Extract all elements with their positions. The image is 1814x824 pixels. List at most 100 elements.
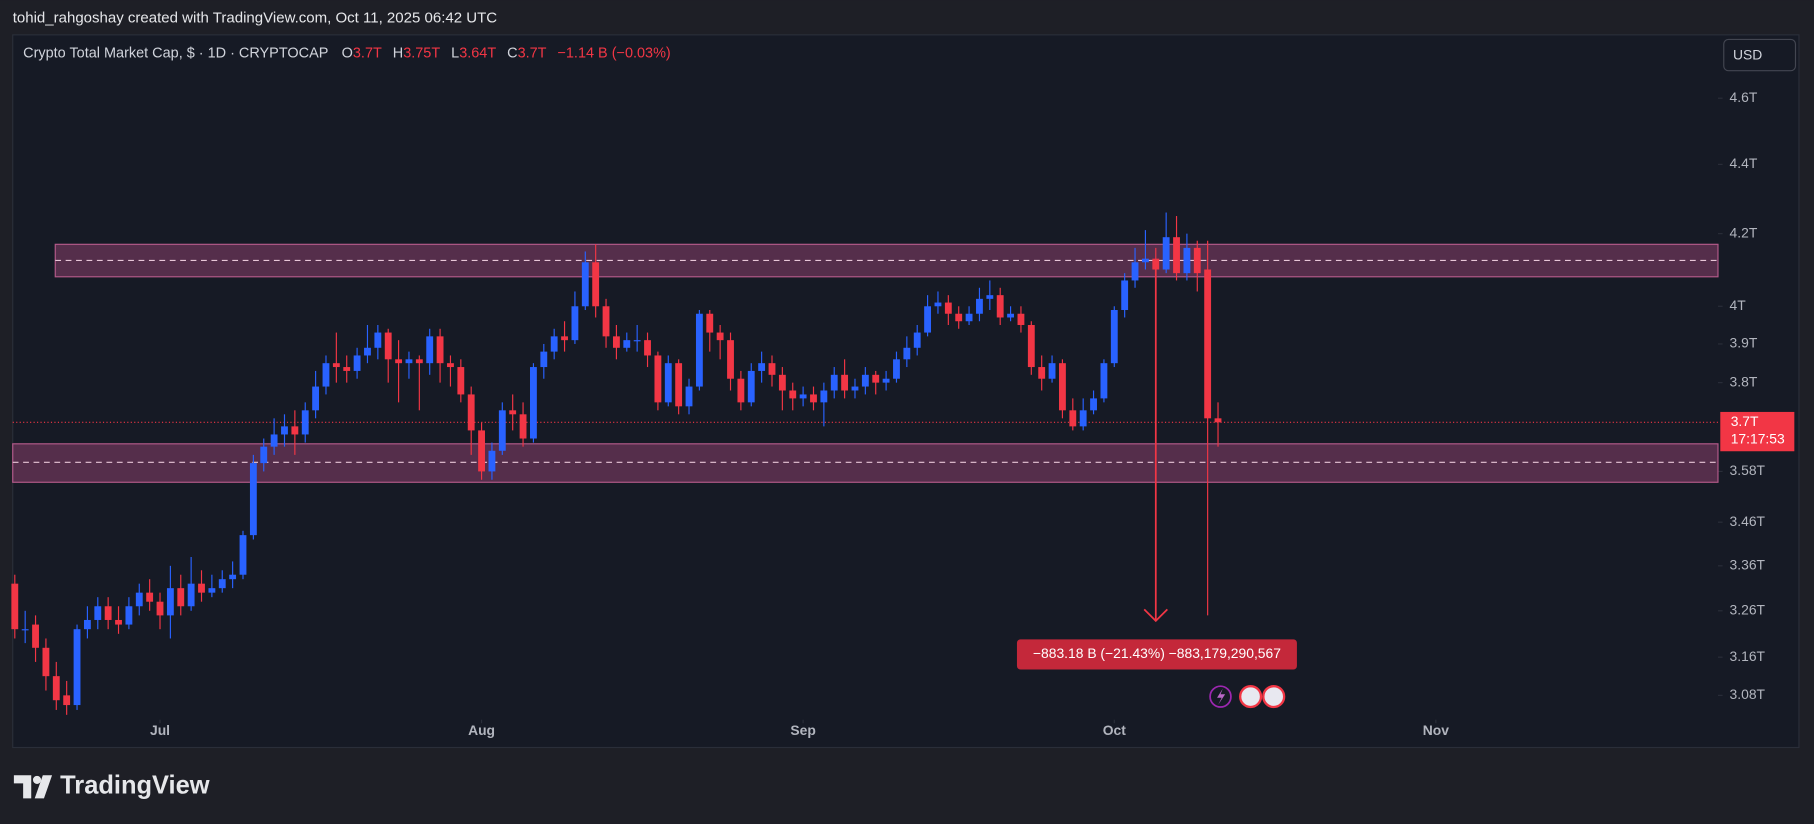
candle-body bbox=[654, 355, 662, 403]
candle-body bbox=[384, 332, 392, 360]
candle-body bbox=[405, 359, 413, 364]
candle-body bbox=[239, 535, 247, 575]
candle-body bbox=[187, 583, 195, 607]
logo-mark bbox=[13, 775, 32, 799]
candle-body bbox=[332, 363, 340, 368]
legend-key: H bbox=[393, 45, 403, 61]
currency-button[interactable] bbox=[1723, 38, 1797, 72]
y-tick-label: 3.36T bbox=[1730, 557, 1766, 573]
candle-body bbox=[841, 374, 849, 391]
candle-body bbox=[83, 619, 91, 630]
candle-body bbox=[270, 434, 278, 447]
candle-body bbox=[768, 363, 776, 375]
candle-body bbox=[716, 332, 724, 341]
candle-body bbox=[125, 606, 133, 625]
candle-body bbox=[395, 359, 403, 364]
y-tick-label: 4.6T bbox=[1730, 89, 1758, 105]
event-icon[interactable] bbox=[1262, 685, 1286, 709]
candle-body bbox=[955, 313, 963, 322]
candle-body bbox=[851, 386, 859, 391]
candle-body bbox=[322, 363, 330, 387]
candle-body bbox=[1079, 410, 1087, 427]
y-tick-label: 3.46T bbox=[1730, 513, 1766, 529]
candle-body bbox=[208, 588, 216, 593]
brand-logo bbox=[13, 775, 53, 799]
candle-body bbox=[73, 629, 81, 706]
candle-body bbox=[1027, 325, 1035, 368]
candle-body bbox=[104, 606, 112, 620]
price-zone bbox=[54, 243, 1719, 278]
candle-body bbox=[115, 619, 122, 625]
legend-change: −1.14 B (−0.03%) bbox=[557, 45, 670, 61]
candle-body bbox=[996, 295, 1004, 318]
candle-body bbox=[602, 306, 610, 337]
candle-body bbox=[260, 446, 268, 464]
candle-body bbox=[42, 647, 50, 677]
candle-body bbox=[675, 363, 683, 407]
candle-body bbox=[592, 262, 600, 307]
candle-body bbox=[737, 378, 745, 403]
legend-key: C bbox=[507, 45, 517, 61]
candle-body bbox=[498, 410, 506, 451]
candle-body bbox=[312, 386, 320, 411]
candle-body bbox=[94, 606, 102, 620]
price-zone bbox=[12, 443, 1719, 483]
candle-body bbox=[1131, 262, 1139, 281]
plot-area: 3.08T 3.16T 3.26T 3.36T 3.46T 3.58T 3.8T 3.9T 4T… bbox=[11, 89, 1795, 738]
x-tick-label: Sep bbox=[790, 722, 815, 738]
event-icon[interactable] bbox=[1239, 685, 1263, 709]
candle-body bbox=[63, 695, 71, 706]
candle-body bbox=[146, 592, 154, 602]
candle-body bbox=[198, 583, 205, 593]
candle-body bbox=[1100, 363, 1108, 399]
legend-key: O bbox=[342, 45, 353, 61]
candle-body bbox=[799, 394, 807, 399]
candle-body bbox=[612, 336, 620, 348]
candle-body bbox=[1204, 269, 1212, 419]
candle-body bbox=[530, 367, 537, 439]
candle-body bbox=[872, 374, 880, 383]
candle-body bbox=[1183, 247, 1191, 274]
candle-body bbox=[436, 336, 444, 364]
candle-body bbox=[1121, 280, 1129, 311]
candle-body bbox=[561, 336, 568, 341]
candle-body bbox=[695, 313, 703, 387]
y-tick-label: 4.4T bbox=[1730, 155, 1758, 171]
logo-mark bbox=[34, 775, 53, 799]
y-tick-label: 3.9T bbox=[1730, 335, 1758, 351]
candle-body bbox=[415, 359, 423, 364]
candle-body bbox=[644, 340, 651, 356]
candle-body bbox=[218, 579, 226, 589]
candle-body bbox=[540, 351, 548, 368]
candle-body bbox=[457, 367, 465, 395]
chart-title: Crypto Total Market Cap, $ · 1D · CRYPTO… bbox=[23, 45, 328, 61]
candle-body bbox=[747, 370, 755, 403]
y-tick-label: 4T bbox=[1730, 297, 1747, 313]
currency-label[interactable]: USD bbox=[1733, 46, 1762, 62]
measure-arrow bbox=[1143, 608, 1168, 623]
legend-value: 3.75T bbox=[403, 45, 440, 61]
candle-body bbox=[820, 390, 828, 403]
measure-box bbox=[1016, 639, 1297, 670]
legend-value: 3.64T bbox=[459, 45, 496, 61]
y-tick-label: 3.58T bbox=[1730, 462, 1766, 478]
chart-panel bbox=[12, 34, 1800, 749]
price-tag-countdown: 17:17:53 bbox=[1731, 430, 1785, 446]
candle-body bbox=[509, 410, 517, 415]
x-tick-label: Nov bbox=[1423, 722, 1449, 738]
candle-body bbox=[426, 336, 434, 364]
measure-label: −883.18 B (−21.43%) −883,179,290,567 bbox=[1033, 645, 1281, 661]
candle-body bbox=[301, 410, 309, 435]
candle-body bbox=[488, 450, 496, 472]
candle-body bbox=[291, 426, 299, 435]
candle-body bbox=[177, 588, 185, 607]
candle-body bbox=[1007, 313, 1014, 318]
candle-body bbox=[478, 430, 485, 472]
y-tick-label: 3.26T bbox=[1730, 601, 1766, 617]
candle-body bbox=[135, 592, 143, 607]
candle-body bbox=[1069, 410, 1077, 427]
candle-body bbox=[861, 374, 869, 387]
attribution: tohid_rahgoshay created with TradingView… bbox=[13, 10, 498, 27]
candle-body bbox=[571, 306, 579, 341]
